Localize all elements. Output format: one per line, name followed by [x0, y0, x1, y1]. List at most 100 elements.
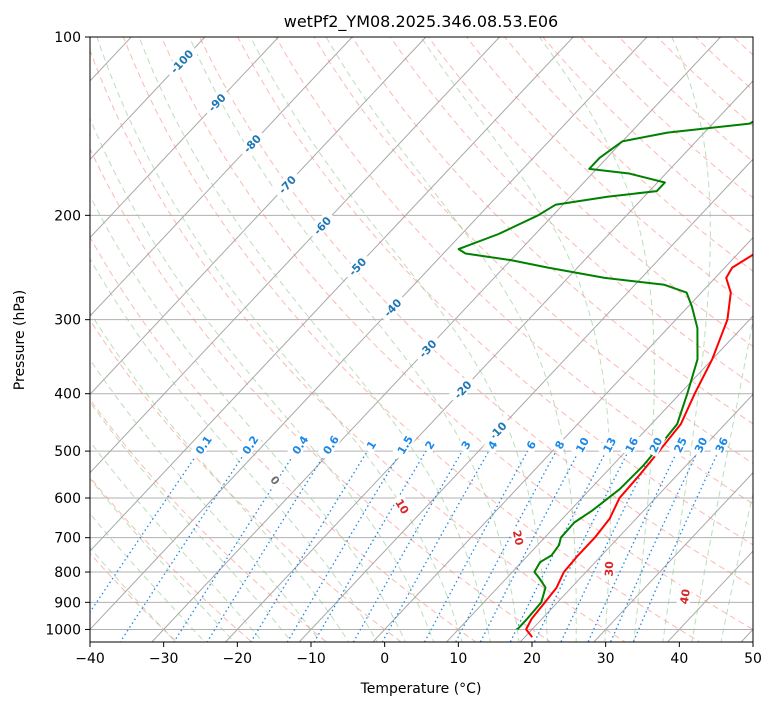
mixing-ratio-line — [560, 450, 654, 642]
moist-adiabat-label: 40 — [676, 584, 693, 609]
mixing-ratio-label: 8 — [550, 435, 569, 454]
mixing-ratio-label-text: 25 — [672, 435, 690, 454]
background-lines — [90, 37, 753, 642]
x-tick-label: −10 — [296, 651, 326, 667]
isotherm-line — [90, 37, 427, 396]
y-axis-label: Pressure (hPa) — [12, 290, 28, 390]
mixing-ratio-label-bg — [317, 428, 344, 461]
mixing-ratio-label-bg — [482, 435, 501, 454]
mixing-ratio-label: 6 — [521, 435, 540, 454]
moist-adiabat — [90, 311, 350, 642]
moist-adiabat — [96, 37, 463, 642]
isotherm-label-bg — [201, 87, 232, 118]
moist-adiabat-label-bg — [266, 470, 285, 490]
isotherm-line — [593, 471, 753, 642]
y-tick-label: 500 — [54, 444, 81, 460]
isotherm-line — [445, 315, 753, 642]
mixing-ratio-line — [587, 450, 678, 642]
isotherm-line — [224, 80, 753, 642]
y-tick-label: 400 — [54, 387, 81, 403]
moist-adiabat-label-bg — [391, 493, 414, 519]
mixing-ratio-label: 16 — [620, 432, 642, 458]
temperature-profile-line — [525, 253, 753, 638]
mixing-ratio-label-text: 36 — [713, 435, 731, 455]
x-axis-label: Temperature (°C) — [360, 681, 482, 697]
dry-adiabat — [90, 476, 253, 642]
mixing-ratio-label-bg — [598, 432, 620, 458]
moist-adiabat — [188, 37, 520, 642]
mixing-ratio-label: 3 — [456, 435, 475, 454]
moist-adiabat-label-text: 40 — [678, 588, 693, 606]
x-tick-label: −20 — [223, 651, 253, 667]
mixing-ratio-label-bg — [689, 432, 711, 458]
moist-adiabat-label: 20 — [510, 525, 528, 550]
mixing-ratio-label: 4 — [482, 435, 501, 454]
mixing-ratio-line — [313, 450, 427, 642]
mixing-ratio-label: 1 — [361, 435, 380, 454]
dry-adiabat — [160, 37, 753, 630]
mixing-ratio-label-bg — [571, 432, 593, 458]
plot-frame — [89, 36, 754, 643]
moist-adiabat — [90, 401, 293, 642]
mixing-ratio-label: 2 — [420, 435, 439, 454]
mixing-ratio-line — [352, 450, 463, 642]
dry-adiabat — [90, 236, 477, 642]
y-tick-label: 900 — [54, 595, 81, 611]
x-tick-label: 30 — [597, 651, 615, 667]
y-tick-label: 800 — [54, 565, 81, 581]
dewpoint-profile-line — [457, 120, 753, 631]
isotherm-label-bg — [237, 128, 267, 159]
mixing-ratio-line — [286, 450, 402, 642]
mixing-ratio-label-text: 13 — [601, 435, 620, 455]
mixing-ratio-line — [90, 450, 200, 614]
mixing-ratio-line — [206, 450, 328, 642]
moist-adiabat — [420, 37, 612, 642]
profiles — [457, 120, 753, 638]
x-tick-label: −40 — [75, 651, 105, 667]
x-tick-label: 20 — [523, 651, 541, 667]
dry-adiabat — [275, 37, 753, 505]
mixing-ratio-label-bg — [420, 435, 439, 454]
mixing-ratio-label-bg — [361, 435, 380, 454]
mixing-ratio-label-bg — [644, 432, 666, 458]
moist-adiabat — [691, 317, 753, 642]
isotherm-label-bg — [272, 169, 302, 200]
isotherm-line — [372, 236, 753, 642]
y-tick-label: 100 — [54, 30, 81, 46]
y-tick-label: 300 — [54, 313, 81, 329]
isotherm-label-bg — [377, 292, 407, 323]
moist-adiabat — [720, 491, 753, 642]
mixing-ratio-line — [479, 450, 580, 642]
dry-adiabat — [199, 37, 753, 588]
isotherm-label-bg — [447, 374, 477, 405]
isotherm-line — [90, 37, 206, 160]
moist-adiabat — [90, 257, 378, 642]
dry-adiabat — [351, 37, 753, 425]
moist-adiabat-label-bg — [676, 584, 693, 609]
x-tick-label: −30 — [149, 651, 179, 667]
y-tick-label: 1000 — [45, 622, 81, 638]
moist-adiabat-label-bg — [601, 557, 616, 580]
isotherm-line — [90, 37, 501, 474]
mixing-ratio-label-bg — [189, 429, 217, 461]
dry-adiabat — [465, 37, 753, 310]
mixing-ratio-label-bg — [620, 432, 642, 458]
x-axis: −40 −30 −20 −10 0 10 20 30 40 50 — [75, 642, 762, 667]
mixing-ratio-label-text: 20 — [647, 435, 666, 455]
isotherm-line — [151, 37, 722, 642]
mixing-ratio-label-bg — [550, 435, 569, 454]
moist-adiabat-label-bg — [510, 525, 528, 550]
moist-adiabat — [662, 37, 711, 642]
isotherm-label-bg — [307, 210, 337, 241]
isotherm-label-bg — [412, 333, 442, 364]
mixing-ratio-label-bg — [236, 429, 264, 461]
dry-adiabat — [90, 398, 328, 642]
moist-adiabat-label-text: 20 — [510, 529, 526, 547]
dry-adiabat — [313, 37, 753, 465]
y-tick-label: 600 — [54, 491, 81, 507]
y-tick-label: 700 — [54, 531, 81, 547]
mixing-ratio-label-bg — [286, 429, 313, 461]
isotherm-line — [90, 37, 280, 239]
isotherm-line — [90, 37, 574, 552]
